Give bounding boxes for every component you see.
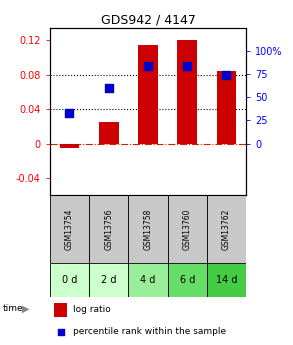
Point — [106, 85, 111, 90]
Text: ▶: ▶ — [22, 304, 30, 314]
Text: log ratio: log ratio — [73, 305, 111, 315]
Text: GSM13760: GSM13760 — [183, 208, 192, 250]
Text: 2 d: 2 d — [101, 275, 116, 285]
Text: GSM13756: GSM13756 — [104, 208, 113, 250]
Text: 0 d: 0 d — [62, 275, 77, 285]
Text: 14 d: 14 d — [216, 275, 237, 285]
Bar — [168, 263, 207, 297]
Point — [67, 111, 72, 116]
Bar — [128, 195, 168, 263]
Text: GSM13754: GSM13754 — [65, 208, 74, 250]
Bar — [60, 144, 79, 148]
Bar — [207, 263, 246, 297]
Text: GSM13762: GSM13762 — [222, 208, 231, 250]
Text: 4 d: 4 d — [140, 275, 156, 285]
Bar — [89, 263, 128, 297]
Text: 6 d: 6 d — [180, 275, 195, 285]
Point — [185, 63, 190, 69]
Text: time: time — [3, 304, 23, 313]
Bar — [50, 195, 89, 263]
Bar — [50, 263, 89, 297]
Point — [224, 72, 229, 78]
Bar — [89, 195, 128, 263]
Bar — [128, 263, 168, 297]
Point — [146, 63, 150, 69]
Bar — [217, 70, 236, 144]
Bar — [168, 195, 207, 263]
Bar — [54, 303, 67, 317]
Text: GSM13758: GSM13758 — [144, 208, 152, 250]
Title: GDS942 / 4147: GDS942 / 4147 — [100, 13, 195, 27]
Point — [58, 329, 63, 335]
Bar — [99, 122, 118, 144]
Bar — [207, 195, 246, 263]
Bar — [138, 45, 158, 144]
Bar — [177, 40, 197, 144]
Text: percentile rank within the sample: percentile rank within the sample — [73, 327, 226, 336]
